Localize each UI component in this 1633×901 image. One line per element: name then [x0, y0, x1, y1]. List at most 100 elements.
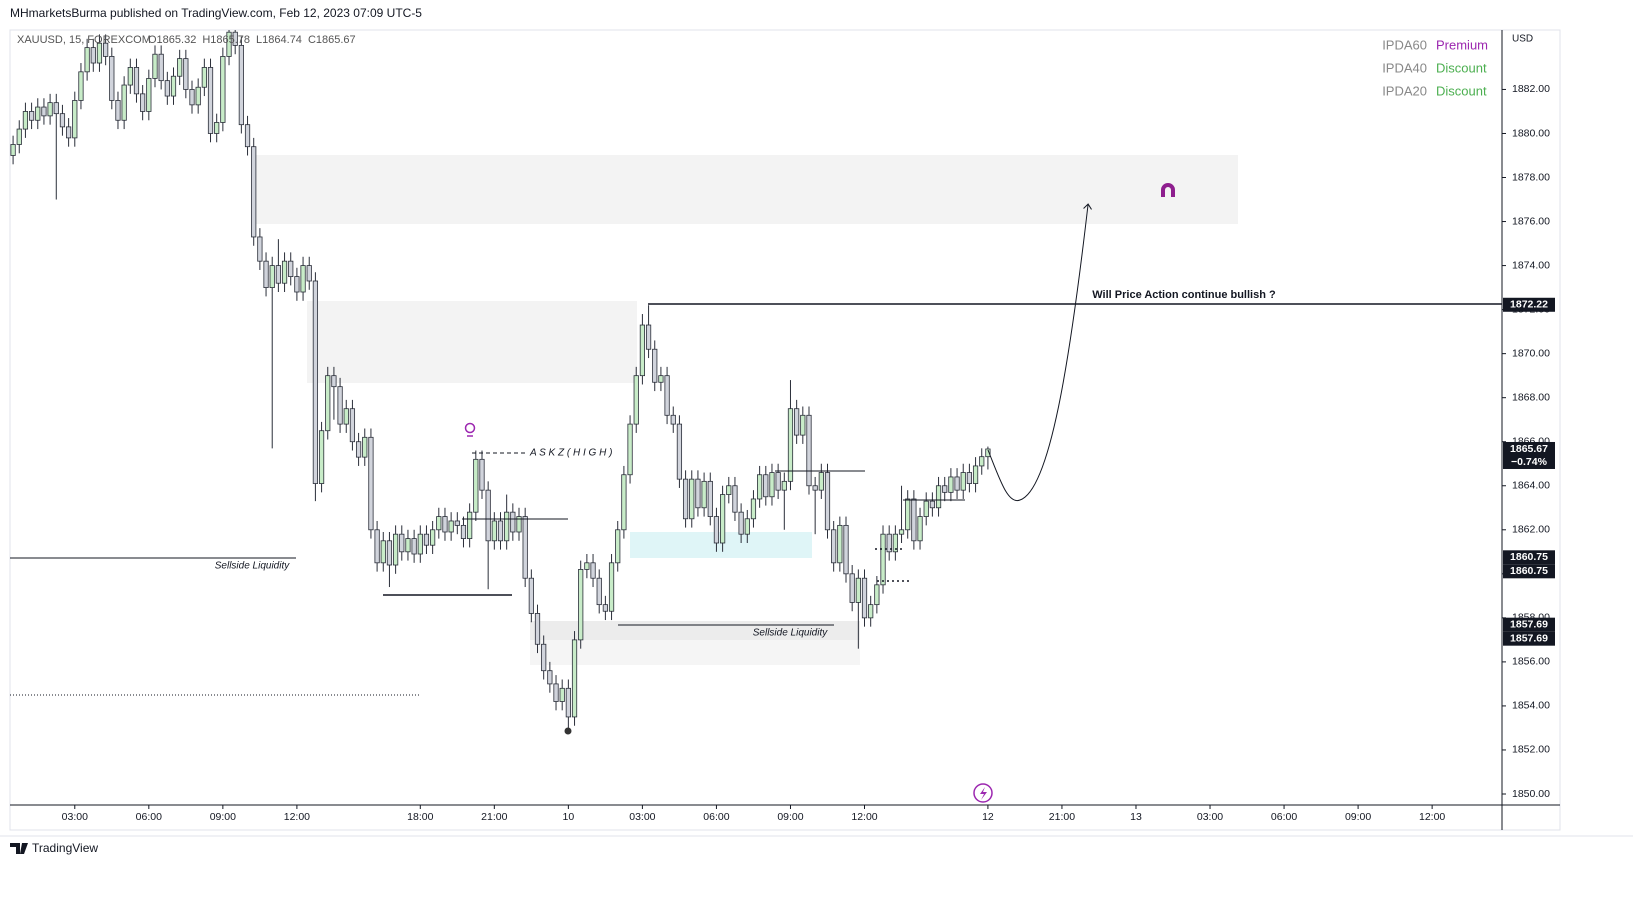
candle-body [516, 516, 522, 533]
annotation: A S K Z ( H I G H ) [529, 448, 612, 459]
ipda-state: Discount [1436, 60, 1487, 75]
candle-body [238, 45, 244, 126]
lightbulb-icon [464, 422, 476, 437]
candle-body [170, 75, 177, 97]
candle-body [183, 58, 189, 90]
x-tick-label: 09:00 [777, 811, 803, 823]
candle-body [423, 533, 430, 546]
candle-body [10, 144, 16, 156]
candle-body [812, 485, 818, 491]
candle-body [115, 100, 121, 121]
candle-body [281, 260, 288, 284]
y-tick-label: 1862.00 [1512, 524, 1550, 536]
candle-body [288, 260, 294, 277]
candle-body [985, 448, 991, 458]
candle-body [732, 485, 738, 513]
y-tick-label: 1856.00 [1512, 656, 1550, 668]
candle-body [781, 480, 787, 491]
candle-body [454, 520, 460, 526]
candle-body [720, 494, 726, 544]
price-tag: 1857.69 [1510, 632, 1548, 644]
projection-arrow [987, 203, 1092, 502]
candle-body [405, 538, 411, 553]
candle-body [164, 80, 170, 97]
candle-body [152, 53, 158, 79]
candle-body [251, 146, 257, 238]
ohlc-legend: O1865.32 H1865.78 L1864.74 C1865.67 [148, 34, 356, 46]
candle-body [269, 265, 275, 288]
ohlc-value: L1864.74 [256, 34, 302, 46]
candle-body [306, 265, 312, 282]
candle-body [22, 111, 29, 130]
change-label: −0.74% [1511, 456, 1548, 468]
candle-body [158, 53, 164, 82]
annotation: Sellside Liquidity [753, 628, 828, 639]
candle-body [701, 480, 707, 509]
zone [307, 301, 637, 383]
x-tick-label: 21:00 [481, 811, 507, 823]
x-tick-label: 06:00 [136, 811, 162, 823]
candle-body [652, 348, 658, 383]
candle-body [66, 126, 72, 139]
candle-body [28, 111, 35, 121]
y-tick-label: 1882.00 [1512, 83, 1550, 95]
candle-body [201, 67, 207, 88]
lightning-icon[interactable] [973, 783, 993, 803]
dot [564, 727, 572, 735]
candle-body [948, 476, 954, 493]
zone [255, 155, 1238, 224]
price-tag: 1860.75 [1510, 565, 1548, 577]
candle-body [442, 516, 448, 533]
candle-body [177, 58, 183, 77]
candle-body [417, 533, 423, 555]
candle-body [53, 102, 59, 115]
candle-body [960, 472, 966, 491]
footer-logo [10, 843, 28, 854]
candle-body [800, 414, 806, 436]
price-tag-bg [1503, 617, 1555, 632]
candle-body [627, 423, 633, 476]
axes: 1850.001852.001854.001856.001858.001860.… [62, 83, 1550, 823]
candle-body [744, 518, 750, 535]
ipda-name: IPDA20 [1382, 83, 1427, 98]
candle-body [602, 604, 608, 612]
price-tag-bg [1503, 631, 1555, 646]
price-tag-bg [1503, 550, 1555, 565]
candle-body [127, 67, 133, 86]
candle-body [911, 498, 917, 542]
candle-body [362, 436, 368, 458]
candle-body [954, 476, 960, 491]
x-tick-label: 12:00 [851, 811, 877, 823]
candle-body [374, 529, 380, 564]
y-tick-label: 1880.00 [1512, 127, 1550, 139]
candle-body [658, 375, 664, 383]
candle-body [670, 414, 676, 425]
candle-body [16, 128, 22, 145]
candle-body [90, 47, 96, 64]
candle-body [935, 485, 942, 509]
candle-body [608, 562, 615, 612]
candle-body [528, 577, 534, 614]
candle-body [541, 643, 547, 672]
candle-body [146, 78, 152, 112]
x-tick-label: 21:00 [1049, 811, 1075, 823]
candle-body [275, 265, 281, 284]
candle-body [824, 472, 831, 531]
candle-body [559, 687, 565, 702]
annotation: Sellside Liquidity [215, 561, 290, 572]
ohlc-value: O1865.32 [148, 34, 196, 46]
ipda-name: IPDA60 [1382, 37, 1427, 52]
candle-body [905, 498, 911, 531]
candle-body [806, 414, 812, 487]
candle-body [892, 533, 898, 553]
candle-body [399, 533, 405, 553]
candle-body [479, 458, 485, 491]
candle-body [72, 100, 78, 139]
annotations: Sellside Liquidity Sellside Liquidity A … [10, 183, 1502, 803]
ipda-name: IPDA40 [1382, 60, 1427, 75]
candle-body [195, 86, 201, 106]
candle-body [473, 458, 479, 513]
ipda-state: Discount [1436, 83, 1487, 98]
candle-body [855, 577, 861, 603]
x-tick-label: 13 [1130, 811, 1142, 823]
